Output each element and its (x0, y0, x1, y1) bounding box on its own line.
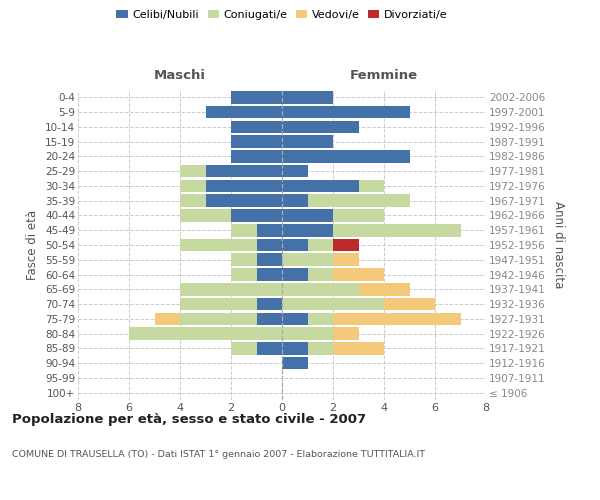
Bar (333, 312, 461, 325)
Bar (333, 224, 461, 236)
Bar (231, 136, 282, 148)
Text: Popolazione per età, sesso e stato civile - 2007: Popolazione per età, sesso e stato civil… (12, 412, 366, 426)
Bar (282, 238, 308, 252)
Bar (282, 180, 359, 192)
Bar (129, 328, 282, 340)
Bar (180, 283, 282, 296)
Bar (282, 298, 384, 310)
Bar (308, 312, 333, 325)
Bar (231, 224, 257, 236)
Bar (231, 268, 257, 281)
Bar (206, 165, 282, 177)
Bar (282, 283, 359, 296)
Bar (231, 150, 282, 162)
Bar (257, 254, 282, 266)
Bar (282, 268, 308, 281)
Bar (359, 180, 384, 192)
Bar (333, 209, 384, 222)
Bar (257, 298, 282, 310)
Bar (180, 238, 257, 252)
Y-axis label: Anni di nascita: Anni di nascita (552, 202, 565, 288)
Y-axis label: Fasce di età: Fasce di età (26, 210, 40, 280)
Bar (206, 180, 282, 192)
Bar (155, 312, 180, 325)
Bar (282, 254, 333, 266)
Bar (231, 342, 257, 354)
Bar (231, 91, 282, 104)
Bar (282, 312, 308, 325)
Bar (180, 209, 231, 222)
Bar (282, 224, 333, 236)
Bar (282, 165, 308, 177)
Legend: Celibi/Nubili, Coniugati/e, Vedovi/e, Divorziati/e: Celibi/Nubili, Coniugati/e, Vedovi/e, Di… (112, 6, 452, 25)
Bar (282, 136, 333, 148)
Bar (333, 328, 359, 340)
Text: Maschi: Maschi (154, 70, 206, 82)
Bar (206, 194, 282, 207)
Bar (359, 283, 410, 296)
Bar (257, 312, 282, 325)
Bar (180, 180, 206, 192)
Bar (180, 194, 206, 207)
Bar (282, 357, 308, 370)
Bar (231, 120, 282, 133)
Bar (308, 342, 333, 354)
Bar (282, 209, 333, 222)
Bar (282, 328, 333, 340)
Bar (333, 268, 384, 281)
Bar (282, 194, 308, 207)
Bar (206, 106, 282, 118)
Bar (384, 298, 435, 310)
Bar (257, 238, 282, 252)
Bar (308, 238, 333, 252)
Text: Femmine: Femmine (350, 70, 418, 82)
Bar (180, 298, 257, 310)
Bar (282, 342, 308, 354)
Bar (282, 120, 359, 133)
Bar (308, 194, 410, 207)
Bar (257, 268, 282, 281)
Text: COMUNE DI TRAUSELLA (TO) - Dati ISTAT 1° gennaio 2007 - Elaborazione TUTTITALIA.: COMUNE DI TRAUSELLA (TO) - Dati ISTAT 1°… (12, 450, 425, 459)
Bar (282, 150, 410, 162)
Bar (257, 342, 282, 354)
Bar (231, 254, 257, 266)
Bar (333, 254, 359, 266)
Bar (257, 224, 282, 236)
Bar (333, 342, 384, 354)
Bar (180, 165, 206, 177)
Bar (180, 312, 257, 325)
Bar (282, 91, 333, 104)
Bar (308, 268, 333, 281)
Bar (231, 209, 282, 222)
Bar (282, 106, 410, 118)
Bar (333, 238, 359, 252)
